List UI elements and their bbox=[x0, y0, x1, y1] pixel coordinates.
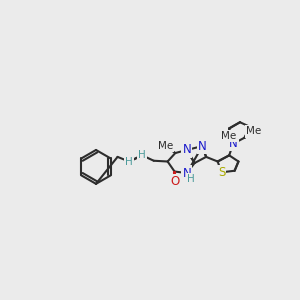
Text: S: S bbox=[218, 166, 225, 179]
Text: Me: Me bbox=[246, 127, 262, 136]
Text: N: N bbox=[182, 143, 191, 157]
Text: Me: Me bbox=[158, 141, 173, 151]
Text: N: N bbox=[229, 137, 237, 150]
Text: H: H bbox=[138, 150, 146, 160]
Text: H: H bbox=[187, 174, 195, 184]
Text: O: O bbox=[170, 175, 179, 188]
Text: N: N bbox=[182, 167, 191, 180]
Text: Me: Me bbox=[221, 131, 236, 141]
Text: H: H bbox=[125, 157, 133, 166]
Text: N: N bbox=[198, 140, 207, 153]
